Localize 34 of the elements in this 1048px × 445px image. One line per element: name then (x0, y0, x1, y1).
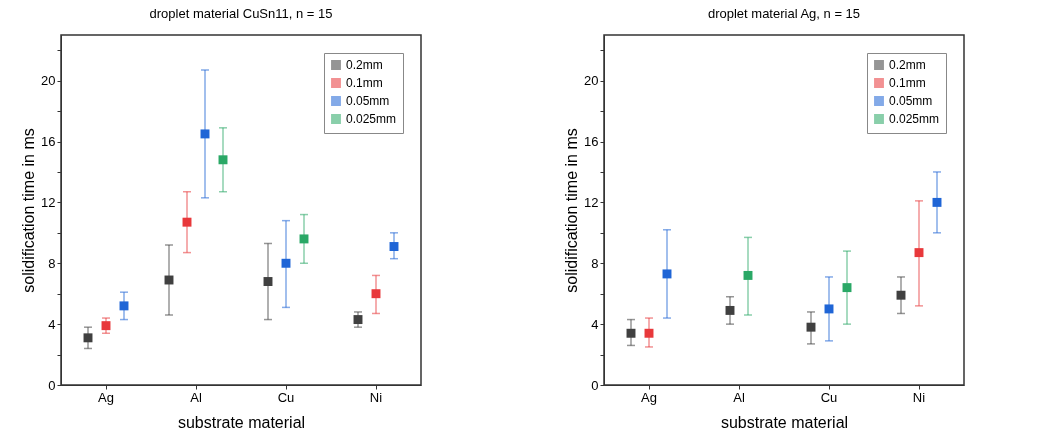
x-tick-label: Ag (98, 389, 114, 405)
x-tick-label: Ni (369, 389, 383, 405)
y-tick-label: 20 (584, 73, 599, 89)
y-tick-label: 20 (41, 73, 56, 89)
x-tick-label: Ni (912, 389, 926, 405)
y-tick-label: 0 (591, 377, 599, 393)
legend-label: 0.025mm (889, 112, 940, 126)
y-tick-label: 4 (48, 316, 56, 332)
y-tick-label: 12 (584, 194, 599, 210)
y-tick-label: 16 (584, 134, 599, 150)
y-tick-label: 16 (41, 134, 56, 150)
x-axis-title: substrate material (177, 413, 306, 431)
chart-title: droplet material CuSn11, n = 15 (149, 6, 333, 21)
x-tick-label: Al (190, 389, 202, 405)
legend-label: 0.2mm (889, 58, 926, 72)
y-tick-label: 8 (591, 255, 599, 271)
y-axis-title: solidification time in ms (563, 128, 581, 293)
legend-label: 0.1mm (346, 76, 383, 90)
y-tick-label: 12 (41, 194, 56, 210)
chart-title: droplet material Ag, n = 15 (707, 6, 861, 21)
legend-label: 0.05mm (889, 94, 933, 108)
y-tick-label: 0 (48, 377, 56, 393)
x-tick-label: Cu (820, 389, 838, 405)
y-tick-label: 4 (591, 316, 599, 332)
legend-label: 0.025mm (346, 112, 397, 126)
legend-label: 0.2mm (346, 58, 383, 72)
y-tick-label: 8 (48, 255, 56, 271)
y-axis-title: solidification time in ms (20, 128, 38, 293)
x-axis-title: substrate material (720, 413, 849, 431)
legend-label: 0.1mm (889, 76, 926, 90)
legend-label: 0.05mm (346, 94, 390, 108)
x-tick-label: Al (733, 389, 745, 405)
x-tick-label: Ag (641, 389, 657, 405)
x-tick-label: Cu (277, 389, 295, 405)
